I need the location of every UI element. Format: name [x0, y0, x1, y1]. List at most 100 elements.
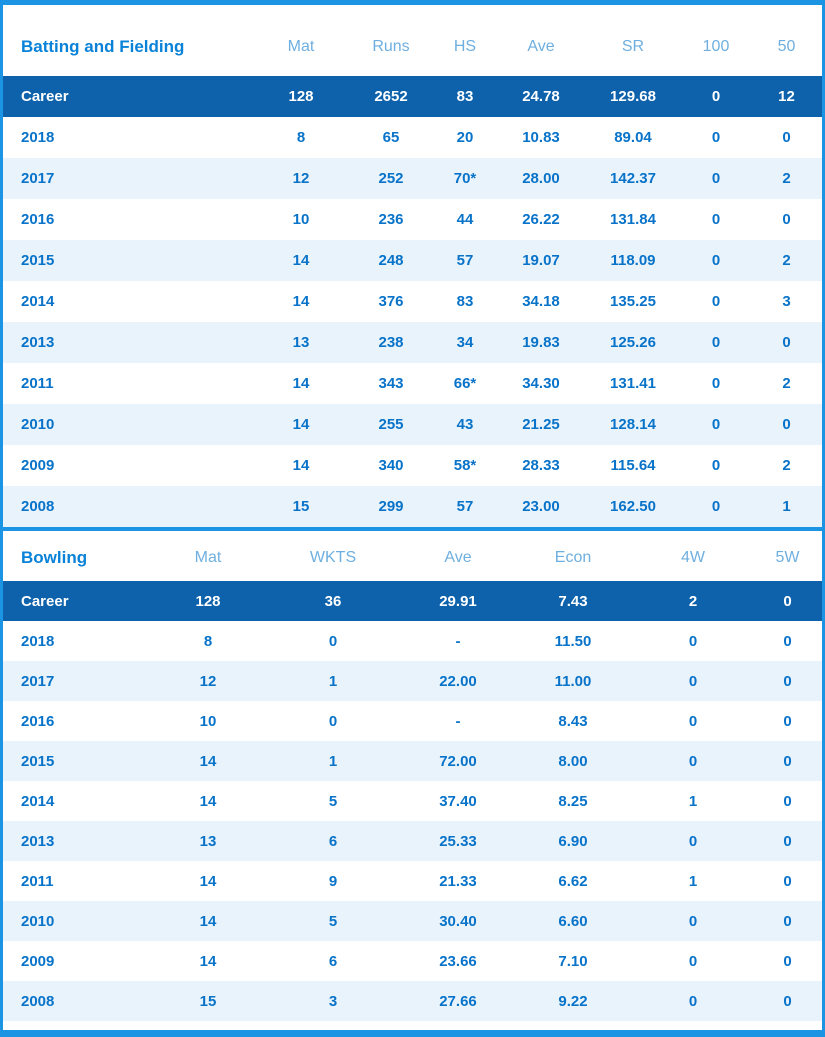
stat-cell: 6 [328, 832, 338, 850]
stat-cell: 0 [688, 752, 698, 770]
table-row: 2009 14 6 23.66 7.10 0 0 [3, 941, 822, 981]
stat-cell: 0 [688, 712, 698, 730]
stat-cell: 0 [782, 129, 791, 146]
stat-cell: 14 [292, 252, 310, 269]
stat-cell: 0 [783, 672, 792, 690]
row-label: 2013 [21, 832, 55, 850]
column-header: Ave [527, 38, 555, 55]
row-label: 2018 [21, 632, 55, 650]
stat-cell: 43 [456, 416, 474, 433]
batting-section: Batting and Fielding Mat Runs HS Ave SR 100 50… [3, 5, 822, 527]
stat-cell: 0 [711, 252, 721, 269]
stat-cell: 29.91 [439, 592, 477, 610]
stat-cell: 14 [199, 952, 217, 970]
stat-cell: 135.25 [610, 293, 656, 310]
stat-cell: 1 [688, 792, 698, 810]
column-header: Econ [554, 549, 592, 566]
stat-cell: 20 [456, 129, 474, 146]
stat-cell: 22.00 [439, 672, 477, 690]
row-label: 2013 [21, 334, 55, 351]
column-header: Ave [444, 549, 472, 566]
stat-cell: 0 [328, 712, 338, 730]
stat-cell: 0 [783, 792, 792, 810]
column-header: 100 [702, 38, 730, 55]
stat-cell: 11.50 [554, 632, 592, 650]
table-row: 2018 8 65 20 10.83 89.04 0 0 [3, 117, 822, 158]
stat-cell: 7.43 [558, 592, 588, 610]
row-label: 2018 [21, 129, 55, 146]
stat-cell: 2 [688, 592, 698, 610]
stat-cell: 0 [688, 992, 698, 1010]
table-row: 2013 13 6 25.33 6.90 0 0 [3, 821, 822, 861]
column-header: Mat [287, 38, 315, 55]
table-row: 2009 14 340 58* 28.33 115.64 0 2 [3, 445, 822, 486]
stat-cell: 6.62 [558, 872, 588, 890]
stat-cell: 118.09 [610, 252, 656, 269]
stat-cell: 340 [378, 457, 404, 474]
stat-cell: 66* [453, 375, 477, 392]
stat-cell: 28.00 [522, 170, 560, 187]
row-label: 2015 [21, 252, 55, 269]
table-row: 2013 13 238 34 19.83 125.26 0 0 [3, 322, 822, 363]
stat-cell: 30.40 [439, 912, 477, 930]
stat-cell: 129.68 [610, 88, 656, 105]
stat-cell: 0 [711, 334, 721, 351]
table-row: 2008 15 3 27.66 9.22 0 0 [3, 981, 822, 1021]
stat-cell: 10.83 [522, 129, 560, 146]
stat-cell: 8.43 [558, 712, 588, 730]
stat-cell: 23.66 [439, 952, 477, 970]
stat-cell: 0 [688, 832, 698, 850]
stat-cell: 14 [199, 792, 217, 810]
stat-cell: 15 [292, 498, 310, 515]
stat-cell: 0 [688, 672, 698, 690]
stat-cell: 0 [782, 416, 791, 433]
table-row: 2017 12 1 22.00 11.00 0 0 [3, 661, 822, 701]
stat-cell: 89.04 [614, 129, 652, 146]
stat-cell: 376 [378, 293, 404, 310]
stat-cell: 36 [324, 592, 342, 610]
stat-cell: 19.07 [522, 252, 560, 269]
bowling-header-row: Bowling Mat WKTS Ave Econ 4W 5W [3, 531, 822, 581]
table-row: 2016 10 236 44 26.22 131.84 0 0 [3, 199, 822, 240]
stat-cell: 2 [782, 170, 791, 187]
row-label: Career [21, 592, 69, 610]
stat-cell: 299 [378, 498, 404, 515]
stat-cell: 15 [199, 992, 217, 1010]
stat-cell: 27.66 [439, 992, 477, 1010]
stat-cell: 2 [782, 457, 791, 474]
stat-cell: 13 [292, 334, 310, 351]
row-label: Career [21, 88, 69, 105]
stat-cell: 58* [453, 457, 477, 474]
stat-cell: 14 [292, 293, 310, 310]
batting-table: Batting and Fielding Mat Runs HS Ave SR 100 50… [3, 5, 822, 527]
bowling-body: Career 128 36 29.91 7.43 2 0 2018 8 0-11.50 0 0 2017… [3, 581, 822, 1021]
stat-cell: 21.25 [522, 416, 560, 433]
stat-cell: 2652 [374, 88, 408, 105]
stat-cell: 12 [199, 672, 217, 690]
row-label: 2010 [21, 416, 55, 433]
stat-cell: 115.64 [610, 457, 656, 474]
stat-cell: 2 [782, 375, 791, 392]
stat-cell: 10 [292, 211, 310, 228]
column-header: 50 [777, 38, 796, 55]
stat-cell: - [455, 632, 461, 650]
stat-cell: 0 [711, 211, 721, 228]
stat-cell: 8.00 [558, 752, 588, 770]
stat-cell: 0 [711, 375, 721, 392]
stat-cell: 0 [783, 832, 792, 850]
stat-cell: 252 [378, 170, 404, 187]
column-header: Mat [194, 549, 222, 566]
stat-cell: 125.26 [610, 334, 656, 351]
stat-cell: 0 [783, 592, 792, 610]
stat-cell: 8.25 [558, 792, 588, 810]
stat-cell: 13 [199, 832, 217, 850]
table-row: 2018 8 0 - 11.50 0 0 [3, 621, 822, 661]
table-row: 2010 14 5 30.40 6.60 0 0 [3, 901, 822, 941]
stat-cell: 14 [292, 375, 310, 392]
stat-cell: - [455, 712, 461, 730]
stat-cell: 57 [456, 498, 474, 515]
stat-cell: 1 [328, 752, 338, 770]
table-row: 2011 14 9 21.33 6.62 1 0 [3, 861, 822, 901]
stat-cell: 12 [292, 170, 310, 187]
